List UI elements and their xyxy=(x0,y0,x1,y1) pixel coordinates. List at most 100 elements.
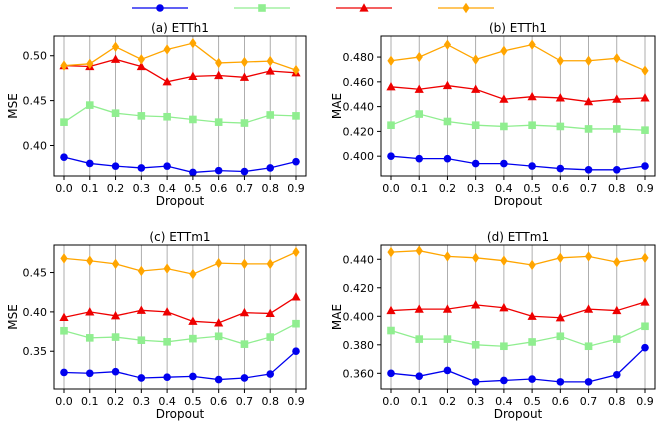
data-point xyxy=(442,80,453,90)
data-point xyxy=(500,255,508,266)
data-point xyxy=(584,55,593,66)
series-line xyxy=(390,250,646,266)
data-point xyxy=(162,307,172,316)
data-point xyxy=(641,162,649,170)
data-point xyxy=(500,342,508,351)
series-line xyxy=(63,323,297,345)
data-point xyxy=(584,378,593,386)
data-point xyxy=(292,64,300,76)
series-1 xyxy=(387,343,649,386)
data-point xyxy=(240,167,249,176)
data-point xyxy=(292,112,300,120)
series-3 xyxy=(386,80,650,106)
data-point xyxy=(556,378,565,386)
x-tick-label: 0.7 xyxy=(580,395,598,408)
data-point xyxy=(60,253,68,264)
x-tick-label: 0.6 xyxy=(210,395,228,408)
x-tick-label: 0.3 xyxy=(133,182,151,195)
legend-marker xyxy=(156,4,164,12)
data-point xyxy=(111,109,120,117)
chart-panel-2: 0.400 0.420 0.440 0.460 0.480 0.0 0.1 0.2 0.3 0.4… xyxy=(330,21,656,208)
data-point xyxy=(499,302,509,312)
data-point xyxy=(189,334,197,343)
data-point xyxy=(415,154,424,163)
y-tick-label: 0.45 xyxy=(23,267,48,280)
data-point xyxy=(555,93,565,102)
data-point xyxy=(613,53,621,64)
series-4 xyxy=(387,39,649,76)
data-point xyxy=(240,258,249,270)
chart-panel-3: 0.35 0.40 0.45 0.0 0.1 0.2 0.3 0.4 0.5 0.6 0.7 0.8 0… xyxy=(6,230,307,421)
data-point xyxy=(472,252,480,264)
data-point xyxy=(292,157,300,166)
x-tick-label: 0.0 xyxy=(55,395,73,408)
data-point xyxy=(584,166,593,174)
data-point xyxy=(414,304,424,313)
data-point xyxy=(266,333,275,341)
x-tick-label: 0.5 xyxy=(184,395,202,408)
data-point xyxy=(189,168,197,177)
y-tick-label: 0.400 xyxy=(343,310,375,323)
data-point xyxy=(442,304,453,313)
data-point xyxy=(612,335,621,343)
data-point xyxy=(584,251,593,262)
data-point xyxy=(188,316,198,325)
x-tick-label: 0.6 xyxy=(210,182,228,195)
data-point xyxy=(528,375,536,383)
data-point xyxy=(641,322,649,331)
data-point xyxy=(443,117,452,126)
data-point xyxy=(163,373,171,381)
data-point xyxy=(640,93,650,102)
data-point xyxy=(60,60,68,71)
data-point xyxy=(583,304,594,313)
x-tick-label: 0.1 xyxy=(410,182,428,195)
data-point xyxy=(137,54,145,65)
y-axis-label: MSE xyxy=(6,93,20,119)
x-tick-label: 0.9 xyxy=(636,395,654,408)
data-point xyxy=(387,152,395,160)
data-point xyxy=(265,308,275,318)
x-tick-label: 0.9 xyxy=(636,182,654,195)
x-tick-label: 0.0 xyxy=(382,182,400,195)
legend-marker xyxy=(462,2,470,14)
data-point xyxy=(214,318,224,327)
y-tick-label: 0.480 xyxy=(343,51,375,64)
data-point xyxy=(189,268,197,280)
data-point xyxy=(528,162,536,170)
data-point xyxy=(555,312,565,322)
data-point xyxy=(527,91,537,101)
x-tick-label: 0.4 xyxy=(158,395,176,408)
data-point xyxy=(387,369,395,378)
data-point xyxy=(137,112,146,120)
data-point xyxy=(415,51,423,63)
legend-entry xyxy=(234,4,290,12)
data-point xyxy=(500,122,508,131)
data-point xyxy=(556,164,565,173)
data-point xyxy=(386,305,396,315)
x-tick-label: 0.3 xyxy=(467,395,485,408)
y-tick-label: 0.50 xyxy=(23,50,48,63)
x-tick-label: 0.1 xyxy=(81,395,99,408)
y-axis-label: MSE xyxy=(6,304,20,330)
data-point xyxy=(292,347,300,356)
data-point xyxy=(214,70,224,80)
data-point xyxy=(137,164,146,172)
plot-frame xyxy=(380,35,656,177)
data-point xyxy=(189,372,197,381)
data-point xyxy=(528,259,536,271)
series-4 xyxy=(60,37,300,76)
data-point xyxy=(471,378,480,386)
plot-frame xyxy=(53,35,307,177)
x-tick-label: 0.5 xyxy=(523,395,541,408)
data-point xyxy=(85,101,94,109)
data-point xyxy=(59,312,69,321)
data-point xyxy=(443,251,452,262)
data-point xyxy=(500,159,508,168)
data-point xyxy=(85,307,95,316)
x-tick-label: 0.2 xyxy=(439,395,457,408)
data-point xyxy=(137,374,146,382)
x-tick-label: 0.5 xyxy=(523,182,541,195)
data-point xyxy=(583,96,594,106)
legend-marker xyxy=(258,4,266,12)
